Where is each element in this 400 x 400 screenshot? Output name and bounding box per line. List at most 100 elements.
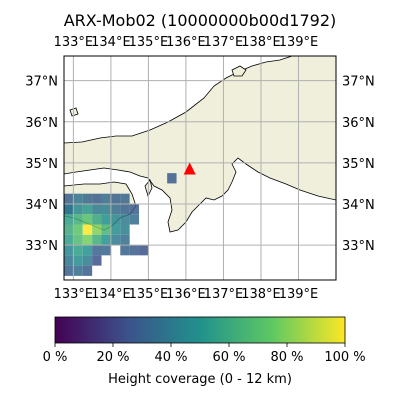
y-tick-label: 37°N bbox=[342, 75, 375, 90]
coverage-cell bbox=[64, 224, 74, 235]
y-tick-label: 33°N bbox=[342, 239, 375, 254]
coverage-cell bbox=[73, 265, 83, 276]
x-tick-label: 136°E bbox=[166, 287, 206, 302]
colorbar-tick-label: 80 % bbox=[270, 350, 303, 365]
coverage-cell bbox=[92, 245, 102, 256]
y-tick-label: 36°N bbox=[342, 116, 375, 131]
coverage-cell bbox=[120, 224, 130, 235]
coverage-cell bbox=[82, 265, 93, 276]
coverage-cell bbox=[82, 214, 93, 225]
coverage-cell bbox=[101, 234, 111, 246]
coverage-cell bbox=[64, 245, 74, 256]
colorbar-tick-label: 0 % bbox=[43, 350, 68, 365]
coverage-cell bbox=[82, 234, 93, 246]
coverage-cell bbox=[101, 224, 111, 235]
y-tick-label: 36°N bbox=[25, 116, 58, 131]
coverage-cell bbox=[110, 193, 121, 204]
coverage-cell bbox=[129, 203, 140, 215]
coverage-cell bbox=[92, 214, 102, 225]
y-tick-label: 33°N bbox=[25, 239, 58, 254]
x-tick-label: 137°E bbox=[204, 287, 244, 302]
coverage-cell bbox=[82, 193, 93, 204]
coverage-cell bbox=[101, 245, 111, 256]
chart-title: ARX-Mob02 (10000000b00d1792) bbox=[64, 11, 337, 30]
coverage-cell bbox=[73, 224, 83, 235]
y-tick-label: 34°N bbox=[342, 198, 375, 213]
y-tick-label: 35°N bbox=[25, 157, 58, 172]
coverage-cell bbox=[64, 214, 74, 225]
y-tick-label: 34°N bbox=[25, 198, 58, 213]
x-tick-label: 134°E bbox=[91, 35, 131, 50]
x-tick-label: 135°E bbox=[129, 35, 169, 50]
colorbar-ticks: 0 % 20 % 40 % 60 % 80 % 100 % bbox=[43, 343, 366, 365]
colorbar-tick-label: 40 % bbox=[154, 350, 187, 365]
coverage-cell bbox=[129, 214, 140, 225]
coverage-cell bbox=[110, 214, 121, 225]
coverage-cells bbox=[64, 173, 177, 276]
coverage-cell bbox=[82, 224, 93, 235]
colorbar: 0 % 20 % 40 % 60 % 80 % 100 % Height coverage… bbox=[43, 316, 366, 387]
coverage-cell bbox=[92, 255, 102, 266]
colorbar-tick-label: 60 % bbox=[212, 350, 245, 365]
coverage-cell bbox=[120, 234, 130, 246]
coverage-cell bbox=[92, 234, 102, 246]
map-frame bbox=[63, 55, 337, 281]
coverage-cell bbox=[73, 193, 83, 204]
land-oki bbox=[69, 107, 79, 117]
coverage-cell bbox=[120, 214, 130, 225]
coverage-cell bbox=[82, 255, 93, 266]
x-tick-label: 135°E bbox=[129, 287, 169, 302]
coverage-cell bbox=[167, 173, 177, 184]
coverage-cell bbox=[92, 203, 102, 215]
coverage-cell bbox=[64, 265, 74, 276]
x-tick-label: 136°E bbox=[166, 35, 206, 50]
coverage-cell bbox=[139, 245, 149, 256]
coverage-cell bbox=[73, 203, 83, 215]
coverage-cell bbox=[120, 245, 130, 256]
coverage-cell bbox=[110, 234, 121, 246]
colorbar-tick-label: 20 % bbox=[96, 350, 129, 365]
coverage-cell bbox=[92, 224, 102, 235]
coverage-cell bbox=[82, 203, 93, 215]
coverage-cell bbox=[82, 245, 93, 256]
x-tick-label: 139°E bbox=[279, 287, 319, 302]
y-tick-label: 37°N bbox=[25, 75, 58, 90]
y-ticks-left: 33°N 34°N 35°N 36°N 37°N bbox=[25, 75, 58, 254]
x-tick-label: 137°E bbox=[204, 35, 244, 50]
coverage-cell bbox=[101, 203, 111, 215]
x-tick-label: 133°E bbox=[54, 35, 94, 50]
coverage-cell bbox=[64, 234, 74, 246]
land-sado bbox=[231, 65, 247, 77]
coverage-cell bbox=[73, 214, 83, 225]
x-tick-label: 138°E bbox=[241, 35, 281, 50]
coverage-cell bbox=[64, 255, 74, 266]
grid-lines bbox=[64, 56, 336, 280]
map-panel bbox=[63, 55, 337, 281]
y-ticks-right: 33°N 34°N 35°N 36°N 37°N bbox=[342, 75, 375, 254]
y-tick-label: 35°N bbox=[342, 157, 375, 172]
x-tick-label: 139°E bbox=[279, 35, 319, 50]
coverage-cell bbox=[73, 245, 83, 256]
coverage-cell bbox=[120, 193, 130, 204]
x-tick-label: 133°E bbox=[54, 287, 94, 302]
site-marker-triangle bbox=[183, 162, 196, 175]
coverage-cell bbox=[73, 255, 83, 266]
x-tick-label: 138°E bbox=[241, 287, 281, 302]
coverage-cell bbox=[64, 203, 74, 215]
coverage-cell bbox=[101, 193, 111, 204]
coverage-cell bbox=[110, 224, 121, 235]
coverage-cell bbox=[92, 193, 102, 204]
x-tick-label: 134°E bbox=[91, 287, 131, 302]
coverage-cell bbox=[73, 234, 83, 246]
coverage-cell bbox=[129, 245, 140, 256]
colorbar-tick-label: 100 % bbox=[324, 350, 365, 365]
coverage-cell bbox=[64, 193, 74, 204]
coverage-cell bbox=[120, 203, 130, 215]
colorbar-label: Height coverage (0 - 12 km) bbox=[108, 372, 292, 387]
coverage-cell bbox=[101, 214, 111, 225]
coverage-cell bbox=[110, 203, 121, 215]
colorbar-gradient bbox=[54, 316, 346, 344]
